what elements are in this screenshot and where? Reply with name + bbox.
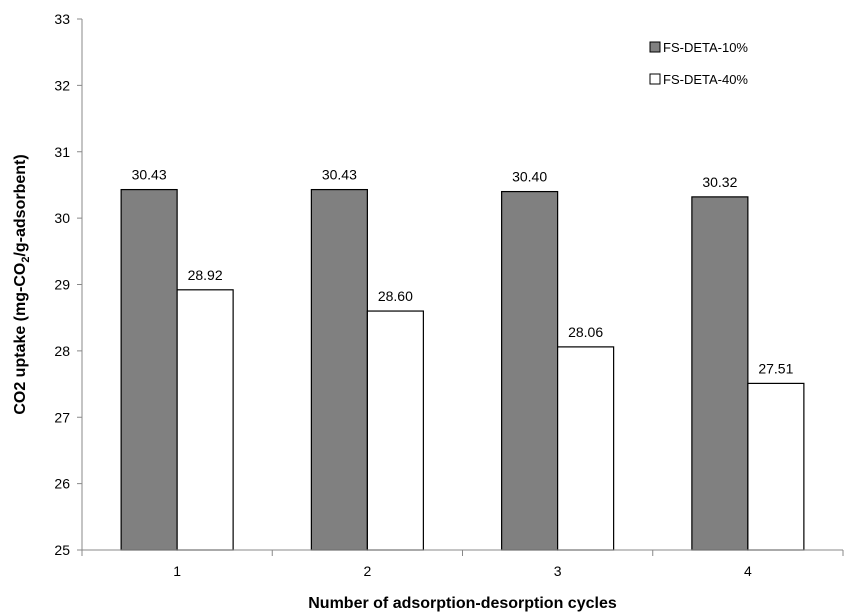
legend-label-fs-deta-10: FS-DETA-10%	[663, 40, 748, 55]
data-label: 30.32	[702, 174, 737, 190]
legend-swatch-fs-deta-40	[649, 73, 661, 85]
y-tick-label: 28	[54, 343, 70, 359]
x-axis-ticks: 1 2 3 4	[81, 550, 844, 579]
x-tick-label: 4	[744, 563, 752, 579]
y-axis-title-tail: /g-adsorbent)	[12, 154, 29, 256]
x-tick-label: 1	[173, 563, 181, 579]
legend-label-fs-deta-40: FS-DETA-40%	[663, 72, 748, 87]
bar-series-1-cycle-1	[120, 188, 178, 551]
y-axis-title: CO2 uptake (mg-CO2/g-adsorbent)	[12, 154, 32, 414]
bar-series-2-cycle-2	[366, 310, 424, 551]
y-tick-label: 30	[54, 210, 70, 226]
bar-series-1-cycle-2	[310, 188, 368, 551]
y-tick-label: 31	[54, 144, 70, 160]
y-tick-label: 27	[54, 409, 70, 425]
x-tick-label: 3	[554, 563, 562, 579]
y-axis-title-subscript: 2	[20, 257, 32, 263]
y-tick-label: 26	[54, 476, 70, 492]
y-tick-label: 25	[54, 542, 70, 558]
y-tick-label: 32	[54, 77, 70, 93]
bar-series-1-cycle-3	[501, 190, 559, 551]
y-axis-title-main: CO2 uptake (mg-CO	[12, 263, 29, 415]
y-tick-label: 29	[54, 277, 70, 293]
x-axis-title: Number of adsorption-desorption cycles	[308, 595, 617, 612]
data-label: 30.43	[132, 167, 167, 183]
bar-series-2-cycle-1	[176, 289, 234, 551]
legend: FS-DETA-10% FS-DETA-40%	[649, 40, 748, 87]
data-label: 30.40	[512, 169, 547, 185]
data-label: 30.43	[322, 167, 357, 183]
data-label: 27.51	[758, 360, 793, 376]
bar-series-1-cycle-4	[691, 196, 749, 551]
bar-series-2-cycle-3	[557, 346, 615, 551]
legend-swatch-fs-deta-10	[649, 41, 661, 53]
bars	[120, 188, 805, 551]
y-axis-ticks: 25 26 27 28 29 30 31 32 33	[54, 11, 82, 558]
data-label: 28.06	[568, 324, 603, 340]
x-tick-label: 2	[363, 563, 371, 579]
y-tick-label: 33	[54, 11, 70, 27]
data-labels: 30.43 28.92 30.43 28.60 30.40 28.06 30.32 27.51	[132, 167, 794, 377]
data-label: 28.60	[378, 288, 413, 304]
data-label: 28.92	[188, 267, 223, 283]
bar-series-2-cycle-4	[747, 382, 805, 551]
